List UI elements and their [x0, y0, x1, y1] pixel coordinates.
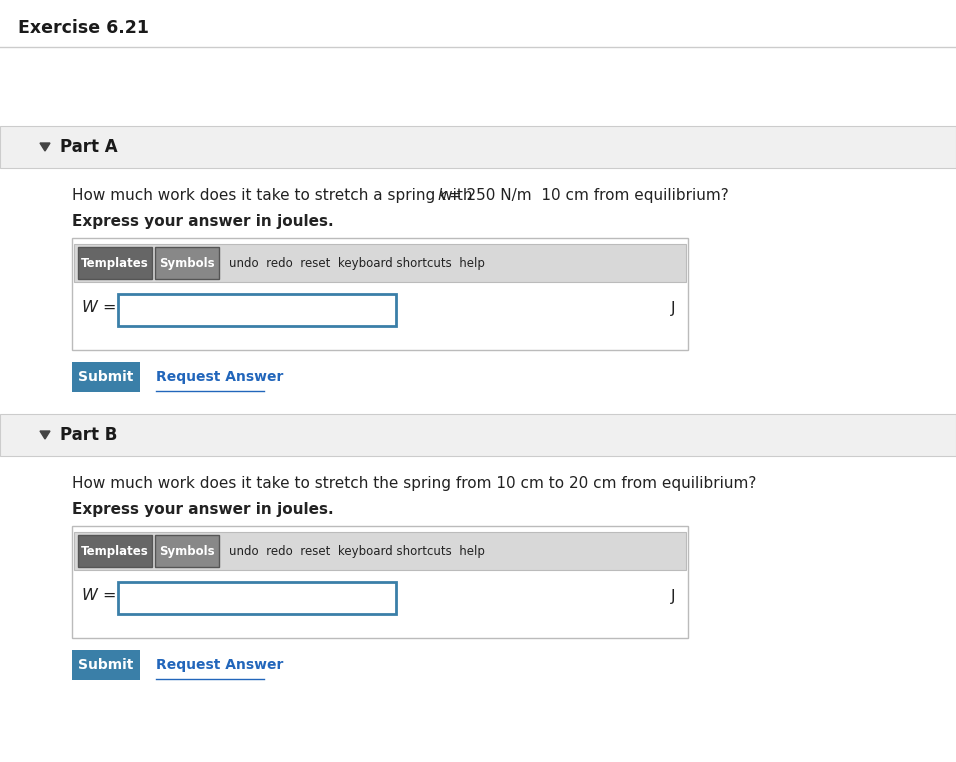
Text: Symbols: Symbols — [160, 545, 215, 558]
Text: Request Answer: Request Answer — [156, 370, 283, 384]
Text: = 250 N/m  10 cm from equilibrium?: = 250 N/m 10 cm from equilibrium? — [444, 188, 728, 203]
Text: Submit: Submit — [78, 658, 134, 672]
Bar — [74, 244, 686, 282]
Text: undo  redo  reset  keyboard shortcuts  help: undo redo reset keyboard shortcuts help — [229, 257, 485, 270]
Bar — [74, 532, 686, 570]
Bar — [78, 535, 152, 567]
Bar — [118, 294, 396, 326]
Text: J: J — [671, 588, 676, 604]
Text: Part B: Part B — [60, 426, 118, 444]
Text: k: k — [437, 188, 445, 203]
Text: Express your answer in joules.: Express your answer in joules. — [72, 214, 334, 229]
Polygon shape — [40, 143, 50, 151]
Bar — [72, 526, 688, 638]
Text: Submit: Submit — [78, 370, 134, 384]
Bar — [78, 247, 152, 279]
Text: Templates: Templates — [81, 257, 149, 270]
Text: undo  redo  reset  keyboard shortcuts  help: undo redo reset keyboard shortcuts help — [229, 545, 485, 558]
Polygon shape — [40, 431, 50, 439]
Bar — [118, 582, 396, 614]
Bar — [0, 414, 956, 456]
Text: W =: W = — [82, 300, 117, 315]
Text: J: J — [671, 300, 676, 315]
Text: How much work does it take to stretch a spring with: How much work does it take to stretch a … — [72, 188, 477, 203]
Text: W =: W = — [82, 588, 117, 604]
Text: Request Answer: Request Answer — [156, 658, 283, 672]
Bar — [72, 362, 140, 392]
Bar — [72, 238, 688, 350]
Bar — [155, 247, 219, 279]
Text: Templates: Templates — [81, 545, 149, 558]
Text: How much work does it take to stretch the spring from 10 cm to 20 cm from equili: How much work does it take to stretch th… — [72, 476, 756, 491]
Bar — [155, 535, 219, 567]
Text: Express your answer in joules.: Express your answer in joules. — [72, 502, 334, 517]
Text: Part A: Part A — [60, 138, 118, 156]
Text: Symbols: Symbols — [160, 257, 215, 270]
Bar — [72, 650, 140, 680]
Bar — [0, 126, 956, 168]
Text: Exercise 6.21: Exercise 6.21 — [18, 19, 149, 37]
